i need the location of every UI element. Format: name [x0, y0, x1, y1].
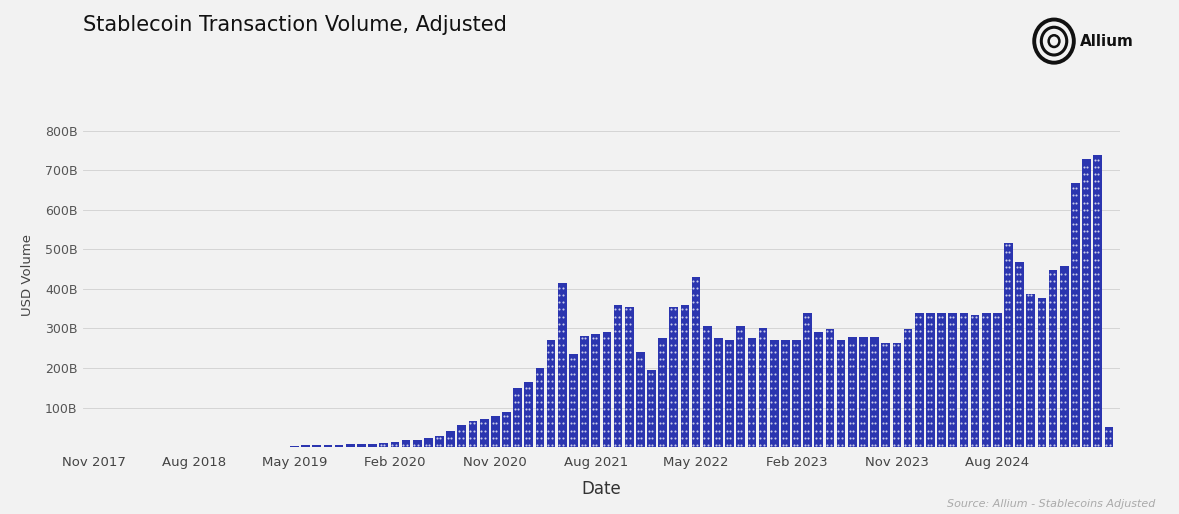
Bar — [937, 314, 946, 447]
Bar — [893, 343, 901, 447]
Bar — [1027, 293, 1035, 447]
Bar — [290, 446, 298, 447]
Bar — [970, 315, 980, 447]
Bar — [915, 314, 923, 447]
Text: Stablecoin Transaction Volume, Adjusted: Stablecoin Transaction Volume, Adjusted — [83, 15, 507, 35]
Bar — [592, 335, 600, 447]
Bar — [837, 340, 845, 447]
Bar — [960, 314, 968, 447]
Bar — [1060, 266, 1068, 447]
Bar — [1093, 155, 1102, 447]
Bar — [569, 354, 578, 447]
Bar — [602, 333, 611, 447]
Bar — [625, 307, 633, 447]
Bar — [435, 436, 443, 447]
Bar — [982, 314, 990, 447]
Bar — [825, 329, 835, 447]
Bar — [714, 338, 723, 447]
Bar — [1015, 262, 1025, 447]
Bar — [803, 314, 812, 447]
Bar — [725, 340, 735, 447]
Bar — [1038, 298, 1046, 447]
Text: Allium: Allium — [1080, 33, 1133, 49]
Bar — [792, 340, 801, 447]
Bar — [502, 412, 511, 447]
Bar — [926, 314, 935, 447]
Bar — [737, 326, 745, 447]
Bar — [580, 336, 588, 447]
Y-axis label: USD Volume: USD Volume — [21, 234, 34, 316]
Bar — [848, 337, 857, 447]
Bar — [368, 445, 377, 447]
Bar — [1082, 159, 1091, 447]
Bar — [692, 277, 700, 447]
Bar — [357, 445, 365, 447]
Bar — [1049, 270, 1058, 447]
Bar — [380, 443, 388, 447]
Bar — [815, 332, 823, 447]
Bar — [1071, 183, 1080, 447]
Bar — [614, 305, 623, 447]
Text: Source: Allium - Stablecoins Adjusted: Source: Allium - Stablecoins Adjusted — [947, 499, 1155, 509]
Bar — [447, 431, 455, 447]
Bar — [658, 338, 667, 447]
Bar — [948, 314, 957, 447]
Bar — [647, 370, 656, 447]
Bar — [1005, 243, 1013, 447]
Bar — [335, 445, 343, 447]
Bar — [402, 440, 410, 447]
Bar — [670, 307, 678, 447]
Bar — [547, 340, 555, 447]
Bar — [468, 421, 477, 447]
Bar — [993, 314, 1002, 447]
Bar — [882, 343, 890, 447]
Bar — [390, 443, 400, 447]
Bar — [904, 329, 913, 447]
Bar — [513, 388, 522, 447]
Bar — [558, 283, 567, 447]
Bar — [770, 340, 778, 447]
Bar — [535, 368, 545, 447]
Bar — [747, 338, 756, 447]
Bar — [424, 438, 433, 447]
Bar — [302, 445, 310, 447]
Bar — [635, 352, 645, 447]
X-axis label: Date: Date — [581, 480, 621, 498]
Bar — [323, 445, 332, 447]
Bar — [457, 426, 466, 447]
Bar — [1105, 427, 1113, 447]
Bar — [859, 337, 868, 447]
Bar — [480, 419, 488, 447]
Bar — [870, 337, 880, 447]
Bar — [759, 328, 768, 447]
Bar — [703, 326, 712, 447]
Bar — [345, 445, 355, 447]
Bar — [525, 382, 533, 447]
Bar — [490, 416, 500, 447]
Bar — [413, 440, 422, 447]
Bar — [680, 305, 690, 447]
Bar — [780, 340, 790, 447]
Bar — [312, 445, 321, 447]
